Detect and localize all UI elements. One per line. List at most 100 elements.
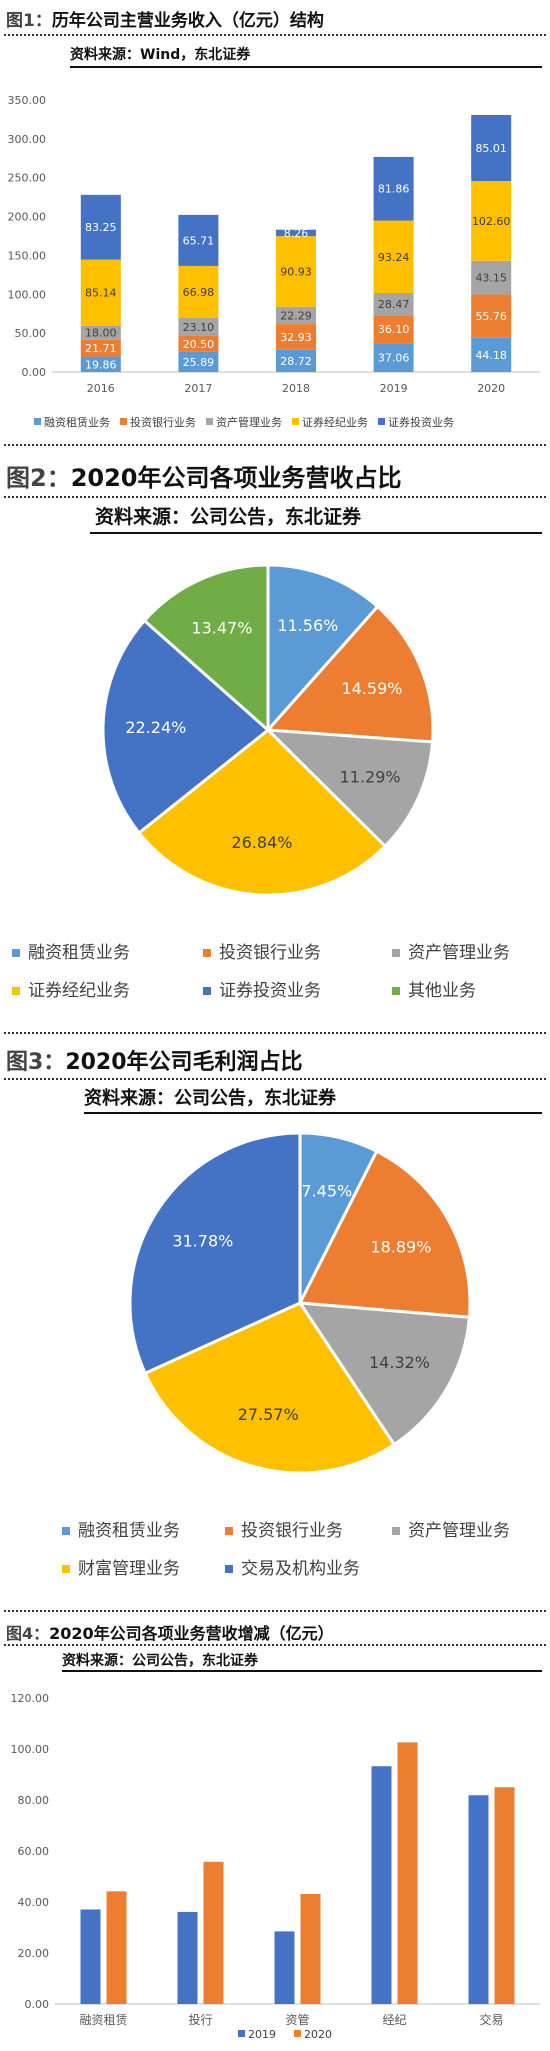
bar <box>106 1891 127 2004</box>
y-tick-label: 250.00 <box>8 172 47 185</box>
data-label: 23.10 <box>183 321 215 334</box>
bar-segment <box>178 351 219 372</box>
figure-4-number: 图4： <box>6 1624 50 1643</box>
figure-2-dotted-divider <box>4 496 546 498</box>
data-label: 21.71 <box>85 342 117 355</box>
figure-2-source: 资料来源：公司公告，东北证券 <box>95 506 362 528</box>
figure-2-number: 图2： <box>6 464 71 492</box>
figure-4-title-text: 2020年公司各项业务营收增减（亿元） <box>49 1624 334 1643</box>
data-label: 18.00 <box>85 327 117 340</box>
slice-label: 11.56% <box>277 616 338 635</box>
legend-swatch <box>392 949 400 957</box>
figure-4-top-dotted-divider <box>4 1610 546 1612</box>
figure-4: 图4：2020年公司各项业务营收增减（亿元） 资料来源：公司公告，东北证券 0.… <box>0 1610 550 2051</box>
legend-label: 证券投资业务 <box>219 981 321 1001</box>
figure-4-title: 图4：2020年公司各项业务营收增减（亿元） <box>6 1620 334 1644</box>
data-label: 44.18 <box>475 349 507 362</box>
legend-swatch <box>203 987 211 995</box>
y-tick-label: 100.00 <box>8 288 47 301</box>
slice-label: 18.89% <box>370 1238 431 1257</box>
bar-segment <box>471 294 512 338</box>
data-label: 65.71 <box>183 234 215 247</box>
data-label: 22.29 <box>280 309 312 322</box>
y-tick-label: 0.00 <box>25 1998 50 2011</box>
figure-3-pie-chart: 7.45% 18.89% 14.32% 27.57% 31.78% 融资租赁业务 投资银行业… <box>62 1131 510 1579</box>
legend-swatch <box>292 418 299 425</box>
figure-1-stacked-bar-chart: 0.00 50.00 100.00 150.00 200.00 250.00 300.00 3… <box>8 94 540 429</box>
slice-label: 22.24% <box>125 718 186 737</box>
data-label: 55.76 <box>475 310 507 323</box>
figure-2-title: 图2：2020年公司各项业务营收占比 <box>6 458 402 493</box>
data-label: 19.86 <box>85 358 117 371</box>
bar-segment <box>276 349 316 372</box>
legend-label: 融资租赁业务 <box>44 415 110 429</box>
bar-segment <box>471 260 512 295</box>
legend-swatch <box>62 1527 70 1535</box>
pie-slice <box>142 563 270 734</box>
legend-swatch <box>12 949 20 957</box>
data-label: 66.98 <box>183 286 215 299</box>
figure-4-source-rule <box>62 1670 542 1672</box>
data-label: 90.93 <box>280 265 312 278</box>
legend-swatch <box>225 1565 233 1573</box>
legend-swatch <box>206 418 213 425</box>
bar-segment <box>471 337 512 372</box>
bar-segment <box>276 229 316 237</box>
legend-label: 证券投资业务 <box>388 415 454 429</box>
legend-swatch <box>392 987 400 995</box>
legend-label: 其他业务 <box>408 981 476 1001</box>
data-label: 20.50 <box>183 338 215 351</box>
bar-segment <box>373 315 414 344</box>
bar-segment <box>80 194 121 260</box>
bar-segment <box>80 339 121 357</box>
bar <box>80 1909 101 2004</box>
figure-3-dotted-divider <box>4 1078 546 1080</box>
y-tick-label: 350.00 <box>8 94 47 107</box>
data-label: 83.25 <box>85 221 117 234</box>
legend-label: 融资租赁业务 <box>78 1521 180 1541</box>
data-label: 93.24 <box>378 251 410 264</box>
data-label: 28.72 <box>280 355 312 368</box>
legend-swatch <box>294 2030 301 2037</box>
y-tick-label: 0.00 <box>22 366 47 379</box>
slice-label: 31.78% <box>172 1231 233 1250</box>
bar <box>494 1787 515 2004</box>
bar-segment <box>276 306 316 325</box>
legend-swatch <box>34 418 41 425</box>
figure-1-title: 图1：历年公司主营业务收入（亿元）结构 <box>6 6 324 31</box>
y-tick-label: 120.00 <box>11 1692 50 1705</box>
figure-2-top-dotted-divider <box>4 444 546 446</box>
slice-label: 11.29% <box>340 767 401 786</box>
bar-segment <box>178 317 219 336</box>
y-tick-label: 50.00 <box>15 327 47 340</box>
bar <box>300 1893 321 2004</box>
bar-segment <box>178 214 219 266</box>
bar <box>468 1795 489 2004</box>
data-label: 36.10 <box>378 323 410 336</box>
x-tick-label: 交易 <box>479 2012 503 2027</box>
legend-swatch <box>238 2030 245 2037</box>
y-tick-label: 300.00 <box>8 133 47 146</box>
pie-slice <box>266 563 380 734</box>
y-tick-label: 20.00 <box>18 1947 50 1960</box>
figure-2-pie-chart: 11.56% 14.59% 11.29% 26.84% 22.24% 13.47% 融资租赁… <box>12 563 510 1001</box>
x-tick-label: 2016 <box>87 382 115 395</box>
data-label: 32.93 <box>280 331 312 344</box>
bar-segment <box>471 181 512 261</box>
data-label: 85.14 <box>85 287 117 300</box>
legend-swatch <box>378 418 385 425</box>
figure-2-source-rule <box>90 532 542 534</box>
bar-segment <box>373 293 414 316</box>
figure-4-source: 资料来源：公司公告，东北证券 <box>62 1653 258 1669</box>
figure-4-dotted-divider <box>4 1644 546 1646</box>
pie-slice <box>128 1131 302 1376</box>
y-tick-label: 100.00 <box>11 1743 50 1756</box>
x-tick-label: 资管 <box>285 2012 309 2027</box>
figure-3-top-dotted-divider <box>4 1032 546 1034</box>
bar-segment <box>80 356 121 372</box>
legend-label: 2019 <box>248 2028 276 2041</box>
pie-slice <box>264 728 435 849</box>
legend-swatch <box>62 1565 70 1573</box>
pie-slice <box>101 618 271 835</box>
figure-1-title-text: 历年公司主营业务收入（亿元）结构 <box>51 11 324 31</box>
